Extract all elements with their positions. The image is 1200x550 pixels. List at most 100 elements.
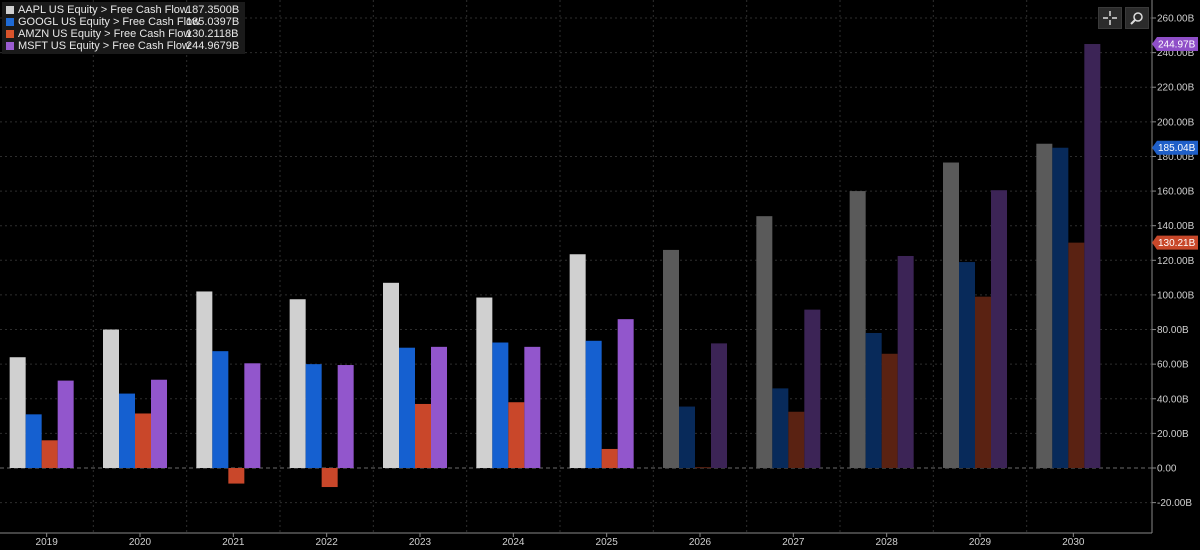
bar-aapl-2024[interactable] bbox=[476, 297, 493, 468]
bar-msft-2021[interactable] bbox=[244, 363, 261, 468]
y-tick-label: 160.00B bbox=[1157, 187, 1195, 198]
chart-toolbar bbox=[1098, 7, 1149, 29]
x-tick-label: 2024 bbox=[502, 537, 525, 548]
legend-swatch bbox=[6, 30, 14, 38]
last-value-badge: 244.97B bbox=[1152, 37, 1198, 52]
bar-googl-2028[interactable] bbox=[865, 333, 882, 468]
legend-item-googl[interactable]: GOOGL US Equity > Free Cash Flow 185.039… bbox=[6, 16, 239, 28]
zoom-icon bbox=[1130, 12, 1143, 25]
y-tick-label: 140.00B bbox=[1157, 221, 1195, 232]
bar-aapl-2019[interactable] bbox=[9, 357, 26, 468]
bar-amzn-2024[interactable] bbox=[508, 402, 525, 468]
legend-swatch bbox=[6, 42, 14, 50]
bar-aapl-2029[interactable] bbox=[943, 162, 959, 468]
bar-msft-2025[interactable] bbox=[617, 319, 634, 468]
y-tick-label: 40.00B bbox=[1157, 394, 1189, 405]
legend-item-aapl[interactable]: AAPL US Equity > Free Cash Flow 187.3500… bbox=[6, 4, 239, 16]
badge-label: 130.21B bbox=[1158, 238, 1196, 249]
badge-shape bbox=[1152, 37, 1198, 52]
x-axis: 2019 2020 2021 2022 2023 2024 2025 2026 2027 2028… bbox=[0, 532, 1152, 548]
legend-series-name: MSFT US Equity > Free Cash Flow bbox=[18, 40, 190, 52]
bar-msft-2019[interactable] bbox=[57, 380, 74, 468]
legend-item-amzn[interactable]: AMZN US Equity > Free Cash Flow 130.2118… bbox=[6, 28, 239, 40]
legend-series-name: GOOGL US Equity > Free Cash Flow bbox=[18, 16, 201, 28]
chart-legend: AAPL US Equity > Free Cash Flow 187.3500… bbox=[2, 2, 246, 54]
bar-aapl-2030[interactable] bbox=[1036, 143, 1053, 468]
bar-msft-2023[interactable] bbox=[431, 346, 447, 468]
bar-googl-2020[interactable] bbox=[119, 393, 135, 468]
x-tick-label: 2021 bbox=[222, 537, 245, 548]
legend-series-name: AMZN US Equity > Free Cash Flow bbox=[18, 28, 192, 40]
x-tick-label: 2022 bbox=[316, 537, 339, 548]
bar-amzn-2030[interactable] bbox=[1068, 242, 1085, 468]
y-tick-label: -20.00B bbox=[1157, 498, 1192, 509]
last-value-badge: 130.21B bbox=[1152, 235, 1198, 250]
bar-amzn-2021[interactable] bbox=[228, 468, 245, 484]
y-tick-label: 60.00B bbox=[1157, 360, 1189, 371]
bar-aapl-2022[interactable] bbox=[289, 299, 306, 468]
y-tick-label: 100.00B bbox=[1157, 290, 1195, 301]
y-tick-label: 180.00B bbox=[1157, 152, 1195, 163]
last-value-badge: 185.04B bbox=[1152, 140, 1198, 155]
y-tick-label: 220.00B bbox=[1157, 83, 1195, 94]
bar-amzn-2019[interactable] bbox=[41, 440, 58, 468]
bar-googl-2023[interactable] bbox=[399, 347, 415, 468]
bar-msft-2028[interactable] bbox=[897, 255, 914, 468]
bar-googl-2022[interactable] bbox=[305, 364, 322, 468]
bar-googl-2026[interactable] bbox=[679, 406, 695, 468]
zoom-button[interactable] bbox=[1125, 7, 1149, 29]
legend-series-value: 244.9679B bbox=[186, 40, 240, 52]
bar-amzn-2029[interactable] bbox=[975, 296, 991, 468]
bar-googl-2027[interactable] bbox=[772, 388, 789, 468]
bar-amzn-2025[interactable] bbox=[601, 448, 618, 468]
bar-msft-2022[interactable] bbox=[337, 365, 354, 468]
badge-shape bbox=[1152, 140, 1198, 155]
bars-layer bbox=[9, 44, 1101, 488]
bar-msft-2020[interactable] bbox=[151, 379, 167, 468]
bar-msft-2030[interactable] bbox=[1084, 44, 1101, 469]
bar-googl-2029[interactable] bbox=[959, 262, 975, 468]
legend-item-msft[interactable]: MSFT US Equity > Free Cash Flow 244.9679… bbox=[6, 40, 239, 52]
bar-msft-2026[interactable] bbox=[711, 343, 727, 468]
x-tick-label: 2026 bbox=[689, 537, 712, 548]
bar-aapl-2021[interactable] bbox=[196, 291, 213, 468]
legend-series-value: 187.3500B bbox=[186, 4, 240, 16]
bar-msft-2024[interactable] bbox=[524, 346, 541, 468]
bar-amzn-2028[interactable] bbox=[881, 353, 898, 468]
badge-shape bbox=[1152, 235, 1198, 250]
bar-aapl-2025[interactable] bbox=[569, 254, 586, 468]
bar-amzn-2020[interactable] bbox=[135, 413, 151, 468]
y-tick-label: 200.00B bbox=[1157, 117, 1195, 128]
x-tick-label: 2027 bbox=[782, 537, 805, 548]
bar-aapl-2020[interactable] bbox=[103, 329, 119, 468]
bar-aapl-2026[interactable] bbox=[663, 249, 679, 468]
bar-amzn-2027[interactable] bbox=[788, 411, 805, 468]
x-tick-label: 2028 bbox=[876, 537, 899, 548]
bar-msft-2027[interactable] bbox=[804, 309, 821, 468]
x-tick-label: 2020 bbox=[129, 537, 152, 548]
legend-swatch bbox=[6, 18, 14, 26]
bar-aapl-2027[interactable] bbox=[756, 216, 773, 468]
bar-googl-2025[interactable] bbox=[585, 340, 602, 468]
bar-googl-2019[interactable] bbox=[25, 414, 42, 468]
bar-aapl-2023[interactable] bbox=[383, 282, 399, 468]
legend-swatch bbox=[6, 6, 14, 14]
x-tick-label: 2023 bbox=[409, 537, 432, 548]
y-tick-label: 240.00B bbox=[1157, 48, 1195, 59]
bar-googl-2030[interactable] bbox=[1052, 147, 1069, 468]
bar-googl-2024[interactable] bbox=[492, 342, 509, 468]
bar-googl-2021[interactable] bbox=[212, 351, 229, 468]
y-axis: 260.00B 240.00B 220.00B 200.00B 180.00B 160.0… bbox=[1151, 0, 1195, 533]
last-value-badges: 244.97B 185.04B 130.21B bbox=[1152, 37, 1198, 250]
crosshair-icon bbox=[1103, 11, 1117, 25]
x-tick-label: 2025 bbox=[596, 537, 619, 548]
bar-amzn-2023[interactable] bbox=[415, 403, 431, 468]
bar-amzn-2026[interactable] bbox=[695, 467, 711, 469]
bar-aapl-2028[interactable] bbox=[849, 191, 866, 469]
bar-amzn-2022[interactable] bbox=[321, 468, 338, 488]
crosshair-button[interactable] bbox=[1098, 7, 1122, 29]
y-tick-label: 260.00B bbox=[1157, 14, 1195, 25]
badge-label: 185.04B bbox=[1158, 143, 1196, 154]
bar-msft-2029[interactable] bbox=[991, 190, 1007, 468]
